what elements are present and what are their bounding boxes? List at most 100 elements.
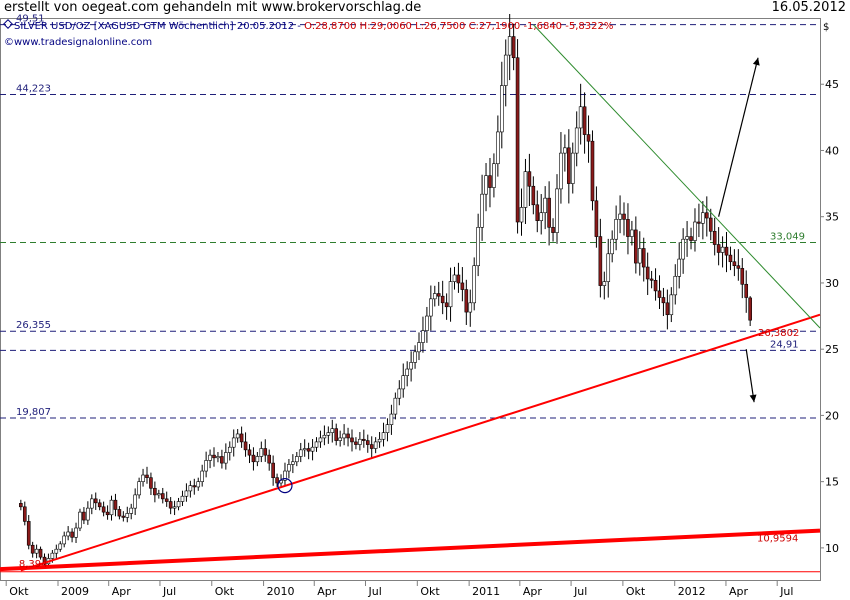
candle-body bbox=[373, 441, 378, 449]
trendline-value-label: 26,3802 bbox=[758, 328, 799, 339]
candle-body bbox=[369, 444, 374, 449]
candle-body bbox=[452, 274, 457, 282]
candle-body bbox=[547, 197, 551, 228]
candle-body bbox=[716, 244, 721, 253]
candle-body bbox=[732, 261, 737, 267]
candle-body bbox=[275, 477, 279, 484]
candle-body bbox=[614, 219, 618, 240]
candle-body bbox=[704, 212, 709, 219]
candle-body bbox=[630, 229, 634, 237]
candle-body bbox=[58, 543, 63, 550]
candle-body bbox=[34, 548, 39, 554]
candle-body bbox=[689, 236, 693, 241]
candle-body bbox=[499, 85, 504, 133]
plot-area bbox=[0, 18, 821, 581]
candle-body bbox=[519, 207, 524, 223]
candle-body bbox=[291, 461, 295, 465]
candle-body bbox=[247, 449, 252, 456]
candle-body bbox=[523, 171, 528, 208]
candle-body bbox=[149, 477, 153, 489]
x-tick-label: 2011 bbox=[472, 585, 500, 598]
x-tick-label: Apr bbox=[112, 585, 132, 598]
candle-body bbox=[129, 507, 134, 514]
candle-body bbox=[586, 134, 591, 142]
candle-body bbox=[310, 446, 315, 452]
candle-body bbox=[243, 441, 248, 451]
y-tick-label: 30 bbox=[825, 277, 839, 290]
candle-body bbox=[634, 229, 638, 264]
candle-body bbox=[255, 456, 260, 463]
circle-marker bbox=[277, 478, 293, 494]
candle-body bbox=[488, 175, 492, 188]
candle-body bbox=[160, 493, 165, 500]
candle-body bbox=[93, 498, 98, 504]
y-tick-label: 40 bbox=[825, 144, 839, 157]
candle-body bbox=[551, 227, 555, 233]
candle-body bbox=[405, 368, 409, 376]
candle-body bbox=[673, 276, 678, 296]
candle-body bbox=[701, 212, 705, 224]
arrow-head-icon bbox=[752, 57, 760, 66]
candle-body bbox=[724, 246, 729, 256]
candle-body bbox=[563, 147, 567, 154]
candle-body bbox=[227, 446, 232, 453]
candle-body bbox=[22, 506, 27, 522]
candle-body bbox=[318, 437, 323, 443]
candle-body bbox=[145, 474, 149, 478]
candle-body bbox=[657, 290, 662, 298]
candle-body bbox=[661, 297, 666, 304]
candle-body bbox=[681, 238, 685, 260]
candle-body bbox=[66, 531, 70, 537]
ohlc-text: O:28,8700 H:29,0060 L:26,7500 C:27,1900 … bbox=[304, 21, 613, 32]
candle-body bbox=[409, 362, 413, 370]
candle-body bbox=[239, 433, 244, 443]
candle-body bbox=[86, 507, 90, 521]
candle-body bbox=[641, 248, 646, 268]
x-tick-label: Jul bbox=[573, 585, 587, 598]
candle-body bbox=[109, 499, 114, 516]
source-watermark: © bbox=[4, 37, 14, 48]
candle-body bbox=[507, 36, 512, 56]
x-tick-label: Okt bbox=[626, 585, 646, 598]
candle-body bbox=[263, 448, 268, 456]
candle-body bbox=[322, 434, 327, 439]
candle-body bbox=[365, 440, 370, 445]
candle-body bbox=[669, 294, 674, 316]
trendline-value-label: 10,9594 bbox=[757, 533, 798, 544]
candle-body bbox=[381, 432, 386, 440]
candle-body bbox=[637, 248, 642, 264]
x-tick-label: Apr bbox=[523, 585, 543, 598]
candle-body bbox=[511, 36, 516, 59]
candle-body bbox=[665, 302, 670, 316]
candle-body bbox=[602, 281, 607, 286]
candle-body bbox=[622, 213, 626, 220]
candle-body bbox=[685, 236, 689, 240]
candle-body bbox=[196, 481, 201, 488]
chart-info-line: SILVER USD/OZ [XAGUSD GTM Wöchentlich] 2… bbox=[14, 21, 613, 32]
candle-body bbox=[180, 495, 185, 502]
arrow-line bbox=[718, 57, 759, 217]
candle-body bbox=[141, 474, 145, 482]
candle-body bbox=[113, 499, 118, 510]
candle-body bbox=[444, 302, 449, 308]
candle-body bbox=[748, 297, 752, 321]
candle-body bbox=[350, 437, 354, 443]
candle-body bbox=[708, 217, 713, 232]
candle-body bbox=[472, 265, 477, 304]
candle-body bbox=[464, 289, 469, 313]
level-label: 24,91 bbox=[770, 339, 799, 350]
x-tick-label: Okt bbox=[420, 585, 440, 598]
candle-body bbox=[744, 283, 749, 298]
candle-body bbox=[401, 375, 406, 390]
candle-body bbox=[598, 236, 603, 286]
candle-body bbox=[432, 293, 437, 300]
candle-body bbox=[440, 295, 445, 304]
candle-body bbox=[334, 428, 339, 441]
candle-body bbox=[559, 152, 563, 190]
candle-body bbox=[251, 454, 256, 463]
candle-body bbox=[531, 185, 536, 206]
report-date: 16.05.2012 bbox=[771, 0, 846, 15]
candle-body bbox=[436, 293, 441, 297]
candle-body bbox=[330, 428, 335, 433]
